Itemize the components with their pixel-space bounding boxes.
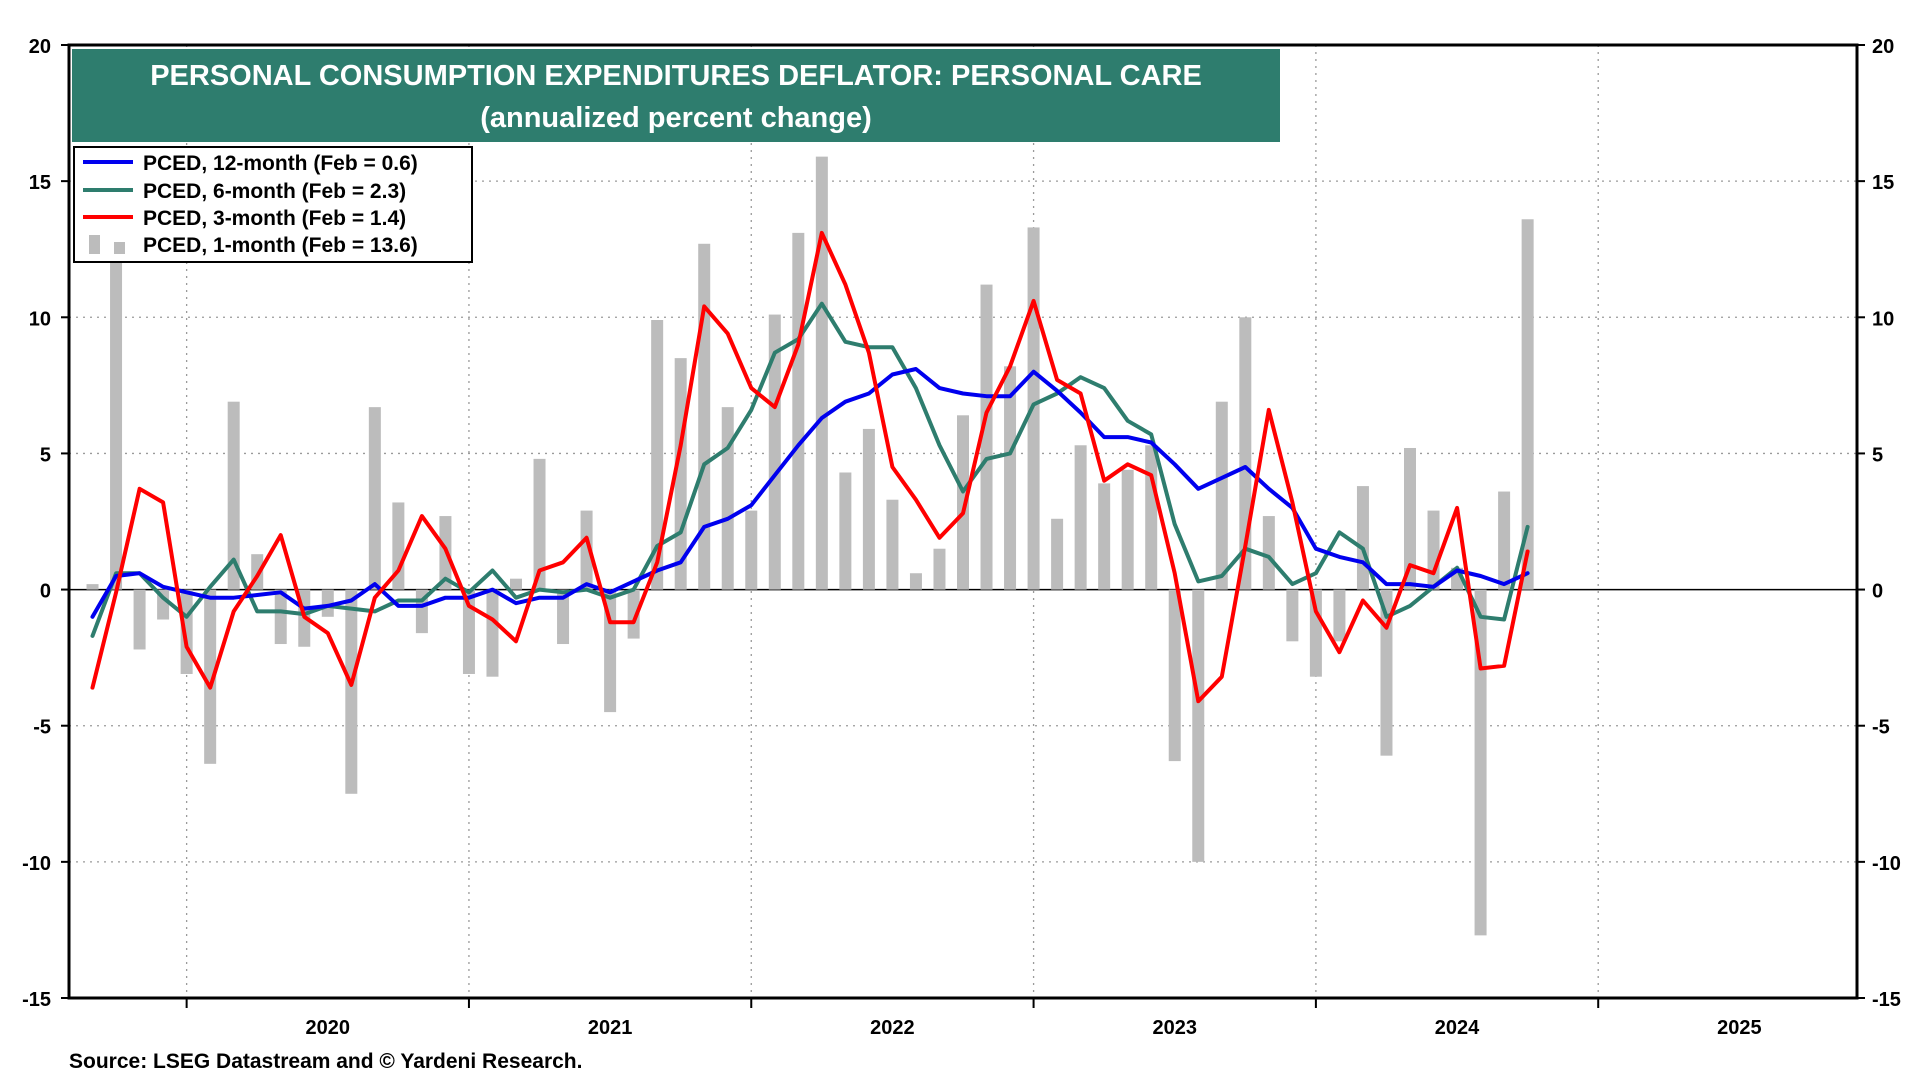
bar-1-month xyxy=(580,510,593,590)
bar-1-month xyxy=(792,232,805,590)
bar-1-month xyxy=(862,428,875,590)
legend-box xyxy=(73,146,473,263)
bar-1-month xyxy=(1098,483,1111,590)
x-year-label: 2022 xyxy=(870,1017,915,1039)
y-tick-label-right: 5 xyxy=(1872,444,1883,466)
y-tick-label-right: -5 xyxy=(1872,717,1890,739)
x-year-label: 2023 xyxy=(1152,1017,1197,1039)
bar-1-month xyxy=(1427,510,1440,590)
y-tick-label-right: -10 xyxy=(1872,853,1901,875)
bar-1-month xyxy=(1192,589,1205,862)
bar-1-month xyxy=(721,407,734,590)
bar-1-month xyxy=(1380,589,1393,756)
bar-1-month xyxy=(1121,469,1134,590)
y-tick-label-left: -5 xyxy=(33,717,51,739)
chart-subtitle: (annualized percent change) xyxy=(480,102,872,134)
bar-1-month xyxy=(133,589,146,650)
bar-series-layer xyxy=(86,156,1534,936)
bar-1-month xyxy=(1474,589,1487,936)
x-year-label: 2024 xyxy=(1435,1017,1480,1039)
bar-1-month xyxy=(957,415,969,590)
y-tick-label-right: 0 xyxy=(1872,581,1883,603)
bar-1-month xyxy=(1168,589,1181,762)
bar-1-month xyxy=(1309,589,1322,677)
y-tick-label-left: 5 xyxy=(40,444,51,466)
bar-1-month xyxy=(886,499,899,590)
bar-1-month xyxy=(909,573,922,590)
legend-label-6-month: PCED, 6-month (Feb = 2.3) xyxy=(143,180,406,203)
bar-1-month xyxy=(510,578,522,590)
bar-1-month xyxy=(368,407,381,590)
bar-1-month xyxy=(251,554,264,590)
bar-1-month xyxy=(627,589,640,639)
bar-1-month xyxy=(1498,491,1511,590)
y-tick-label-left: 15 xyxy=(29,172,51,194)
chart-title: PERSONAL CONSUMPTION EXPENDITURES DEFLAT… xyxy=(150,60,1202,92)
y-tick-label-left: -10 xyxy=(22,853,51,875)
bar-1-month xyxy=(1404,447,1416,590)
bar-1-month xyxy=(933,548,946,590)
bar-1-month xyxy=(110,251,123,590)
bar-1-month xyxy=(86,584,99,590)
bar-1-month xyxy=(1262,516,1275,590)
bar-1-month xyxy=(274,589,287,645)
x-year-label: 2021 xyxy=(588,1017,633,1039)
legend-label-1-month: PCED, 1-month (Feb = 13.6) xyxy=(143,234,418,257)
bar-1-month xyxy=(204,589,217,764)
bar-1-month xyxy=(698,243,711,590)
bar-1-month xyxy=(533,458,546,590)
bar-1-month xyxy=(486,589,499,677)
bar-1-month xyxy=(227,401,240,590)
bar-1-month xyxy=(839,472,852,590)
bar-1-month xyxy=(980,284,993,590)
legend-swatch-1-month-b xyxy=(114,242,125,254)
bar-1-month xyxy=(815,156,828,590)
bar-1-month xyxy=(745,510,758,590)
legend-label-12-month: PCED, 12-month (Feb = 0.6) xyxy=(143,152,418,175)
bar-1-month xyxy=(1074,445,1087,590)
bar-1-month xyxy=(557,589,570,645)
y-tick-label-left: 10 xyxy=(29,308,51,330)
x-year-label: 2020 xyxy=(306,1017,351,1039)
x-year-label: 2025 xyxy=(1717,1017,1762,1039)
bar-1-month xyxy=(345,589,358,794)
line-12-month xyxy=(90,367,1530,619)
source-note: Source: LSEG Datastream and © Yardeni Re… xyxy=(69,1050,582,1073)
bar-1-month xyxy=(768,314,781,590)
title-box xyxy=(72,49,1280,142)
line-3-month xyxy=(90,230,1530,704)
y-tick-label-right: 10 xyxy=(1872,308,1894,330)
y-tick-label-right: -15 xyxy=(1872,989,1901,1011)
y-tick-label-left: 0 xyxy=(40,581,51,603)
line-series-layer xyxy=(90,230,1530,704)
bar-1-month xyxy=(1333,589,1346,642)
bar-1-month xyxy=(1521,219,1534,590)
legend-label-3-month: PCED, 3-month (Feb = 1.4) xyxy=(143,207,406,230)
legend-swatch-1-month-a xyxy=(89,235,100,254)
bar-1-month xyxy=(1215,401,1228,590)
bar-1-month xyxy=(321,589,334,617)
y-tick-label-left: -15 xyxy=(22,989,51,1011)
y-tick-label-right: 15 xyxy=(1872,172,1894,194)
bar-1-month xyxy=(1145,445,1158,590)
plot-frame xyxy=(67,43,1859,1000)
bar-1-month xyxy=(1051,518,1064,590)
y-tick-label-left: 20 xyxy=(29,36,51,58)
bar-1-month xyxy=(651,320,664,590)
bar-1-month xyxy=(462,589,475,674)
bar-1-month xyxy=(1004,366,1017,590)
bar-1-month xyxy=(1286,589,1299,642)
bar-1-month xyxy=(1356,486,1369,590)
y-tick-label-right: 20 xyxy=(1872,36,1894,58)
